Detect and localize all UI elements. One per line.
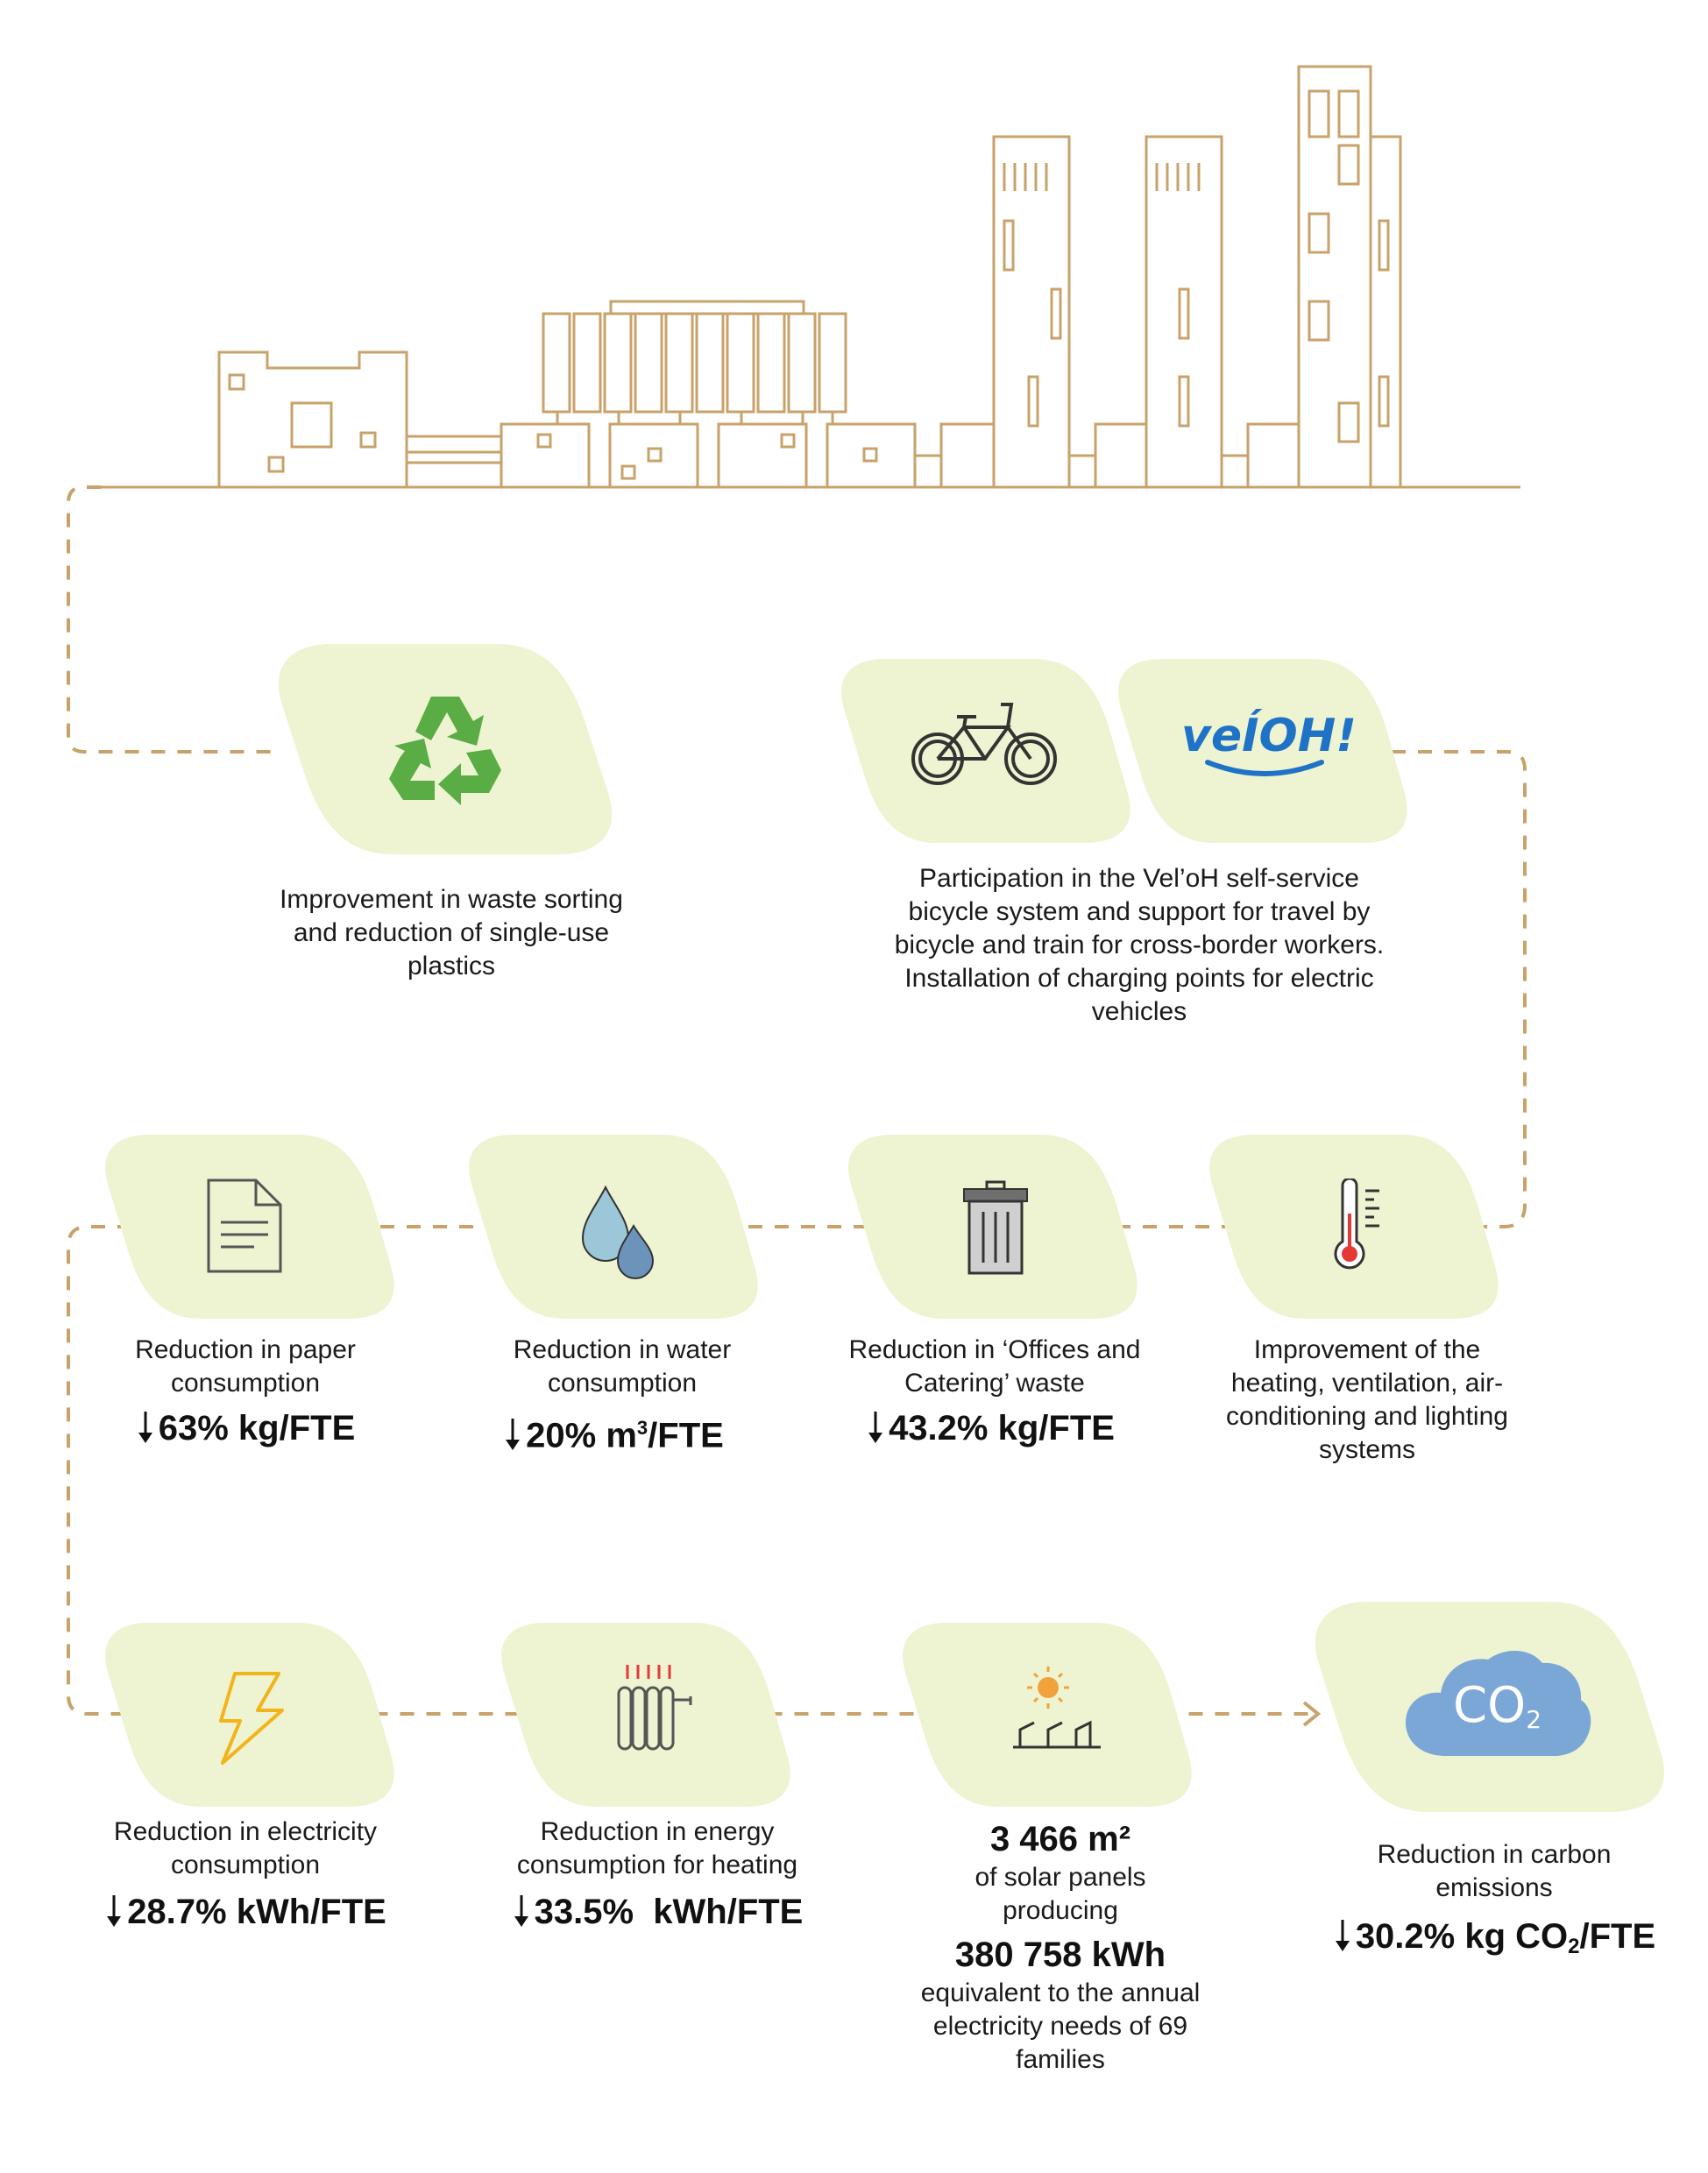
- solar-panel-icon: [1013, 1667, 1101, 1749]
- water-label: Reduction in water consumption: [513, 1335, 732, 1398]
- veloh-card: veÍOH!: [1118, 659, 1407, 843]
- lightning-icon: [219, 1672, 284, 1765]
- building-skyline-illustration: [101, 65, 1520, 489]
- offices-waste-stat: 43.2% kg/FTE: [841, 1407, 1139, 1449]
- offices-waste-label: Reduction in ‘Offices and Catering’ wast…: [848, 1335, 1141, 1398]
- solar-line2: equivalent to the annual electricity nee…: [920, 1978, 1201, 2074]
- down-arrow-icon: [107, 1895, 122, 1927]
- water-drops-icon: [581, 1185, 655, 1279]
- solar-card: [903, 1623, 1192, 1807]
- recycle-icon: [389, 697, 501, 805]
- carbon-stat: 30.2% kg CO2/FTE: [1306, 1915, 1683, 1968]
- water-stat: 20% m3/FTE: [464, 1407, 762, 1456]
- hvac-card: [1209, 1135, 1499, 1319]
- heating-label: Reduction in energy consumption for heat…: [516, 1817, 798, 1879]
- heating-card: [501, 1623, 790, 1807]
- paper-stat: 63% kg/FTE: [96, 1407, 394, 1449]
- bicycle-card: [841, 659, 1130, 843]
- water-card: [469, 1135, 758, 1319]
- veloh-logo-text: veÍOH!: [1181, 710, 1357, 762]
- trash-bin-icon: [963, 1180, 1028, 1275]
- down-arrow-icon: [868, 1412, 883, 1443]
- waste-label: Improvement in waste sorting and reducti…: [280, 885, 623, 980]
- down-arrow-icon: [506, 1419, 521, 1451]
- down-arrow-icon: [138, 1412, 152, 1443]
- hvac-label: Improvement of the heating, ventilation,…: [1226, 1335, 1508, 1464]
- down-arrow-icon: [514, 1895, 528, 1927]
- thermometer-icon: [1334, 1179, 1379, 1270]
- heating-stat: 33.5% kWh/FTE: [486, 1891, 828, 1933]
- veloh-logo: veÍOH!: [1181, 710, 1357, 778]
- solar-energy: 380 758 kWh: [954, 1936, 1166, 1974]
- mobility-label: Participation in the Vel’oH self-service…: [894, 864, 1385, 1026]
- co2-cloud-label: CO2: [1453, 1677, 1542, 1734]
- co2-card: CO2: [1315, 1602, 1665, 1812]
- document-icon: [207, 1179, 282, 1273]
- solar-area: 3 466 m²: [989, 1820, 1131, 1858]
- solar-line1: of solar panels producing: [974, 1863, 1146, 1925]
- co2-cloud-icon: [1406, 1650, 1591, 1756]
- electricity-stat: 28.7% kWh/FTE: [83, 1891, 408, 1933]
- carbon-label: Reduction in carbon emissions: [1377, 1840, 1612, 1902]
- electricity-label: Reduction in electricity consumption: [113, 1817, 378, 1879]
- paper-label: Reduction in paper consumption: [135, 1335, 356, 1398]
- electricity-card: [105, 1623, 394, 1807]
- bicycle-icon: [911, 703, 1057, 785]
- radiator-icon: [617, 1665, 692, 1751]
- paper-card: [105, 1135, 394, 1319]
- down-arrow-icon: [1335, 1920, 1350, 1951]
- veloh-smile-icon: [1205, 760, 1324, 776]
- waste-sorting-card: [279, 644, 612, 854]
- offices-waste-card: [848, 1135, 1137, 1319]
